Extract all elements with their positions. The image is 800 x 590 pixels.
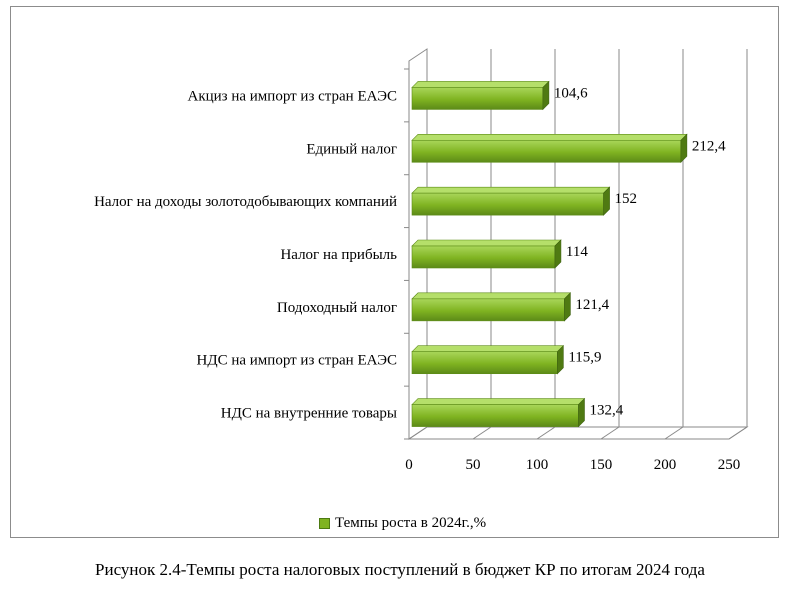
bar-end-face [554,239,562,269]
x-tick-label: 200 [654,457,677,473]
data-label: 115,9 [568,350,601,366]
bar-front-face [411,245,556,269]
category-label: Налог на доходы золотодобывающих компани… [94,194,397,210]
bar [411,80,550,111]
bar [411,344,565,375]
floor-gridline [664,426,684,440]
bars [411,80,688,428]
category-label: НДС на импорт из стран ЕАЭС [197,353,397,369]
category-labels: Акциз на импорт из стран ЕАЭС Единый нало… [94,88,397,421]
category-label: Налог на прибыль [280,247,397,263]
bar-top-face [411,81,550,88]
chart-frame: Акциз на импорт из стран ЕАЭС Единый нало… [10,6,779,538]
x-tick-label: 0 [405,457,413,473]
tick-labels: 0 50 100 150 200 250 [405,457,740,473]
bar-front-face [411,404,579,427]
category-label: Единый налог [306,141,397,157]
x-tick-label: 50 [466,457,481,473]
data-label: 132,4 [589,403,623,419]
bar [411,186,611,216]
bar-front-face [411,139,682,163]
bar [411,292,572,322]
x-tick-label: 100 [526,457,549,473]
floor-gridline [536,426,556,440]
data-label: 104,6 [554,85,588,101]
bar-end-face [680,133,688,164]
x-tick-label: 150 [590,457,613,473]
floor-gridline [728,426,748,440]
bar-end-face [557,344,564,375]
bar-end-face [564,292,571,322]
data-label: 121,4 [575,297,609,313]
bar-top-face [411,398,586,405]
bar-front-face [411,351,558,375]
bar-top-face [411,186,611,194]
bar-front-face [411,87,544,110]
bar [411,239,562,269]
legend-swatch [319,518,330,529]
bar-top-face [411,345,565,353]
bar-front-face [411,192,604,216]
bar [411,133,688,164]
bar-end-face [578,397,585,428]
bar-end-face [603,186,610,216]
legend-label: Темпы роста в 2024г.,% [335,515,487,531]
bar-chart: Акциз на импорт из стран ЕАЭС Единый нало… [94,48,749,473]
data-labels: 104,6 212,4 152 114 121,4 115,9 132,4 [554,85,726,418]
bar [411,397,586,428]
bar-top-face [411,292,572,300]
figure-caption: Рисунок 2.4-Темпы роста налоговых поступ… [95,560,705,579]
floor-gridline [472,426,492,440]
floor-gridline [600,426,620,440]
bar-front-face [411,298,565,322]
category-label: Подоходный налог [277,300,397,316]
category-label: Акциз на импорт из стран ЕАЭС [187,88,397,104]
floor [407,426,749,440]
category-label: НДС на внутренние товары [221,406,397,422]
bar-end-face [542,80,550,111]
bar-top-face [411,133,688,141]
data-label: 114 [566,244,588,260]
data-label: 212,4 [692,138,726,154]
floor-gridline [408,426,428,440]
bar-top-face [411,239,562,247]
x-tick-label: 250 [718,457,741,473]
data-label: 152 [615,191,638,207]
legend: Темпы роста в 2024г.,% [319,515,486,532]
